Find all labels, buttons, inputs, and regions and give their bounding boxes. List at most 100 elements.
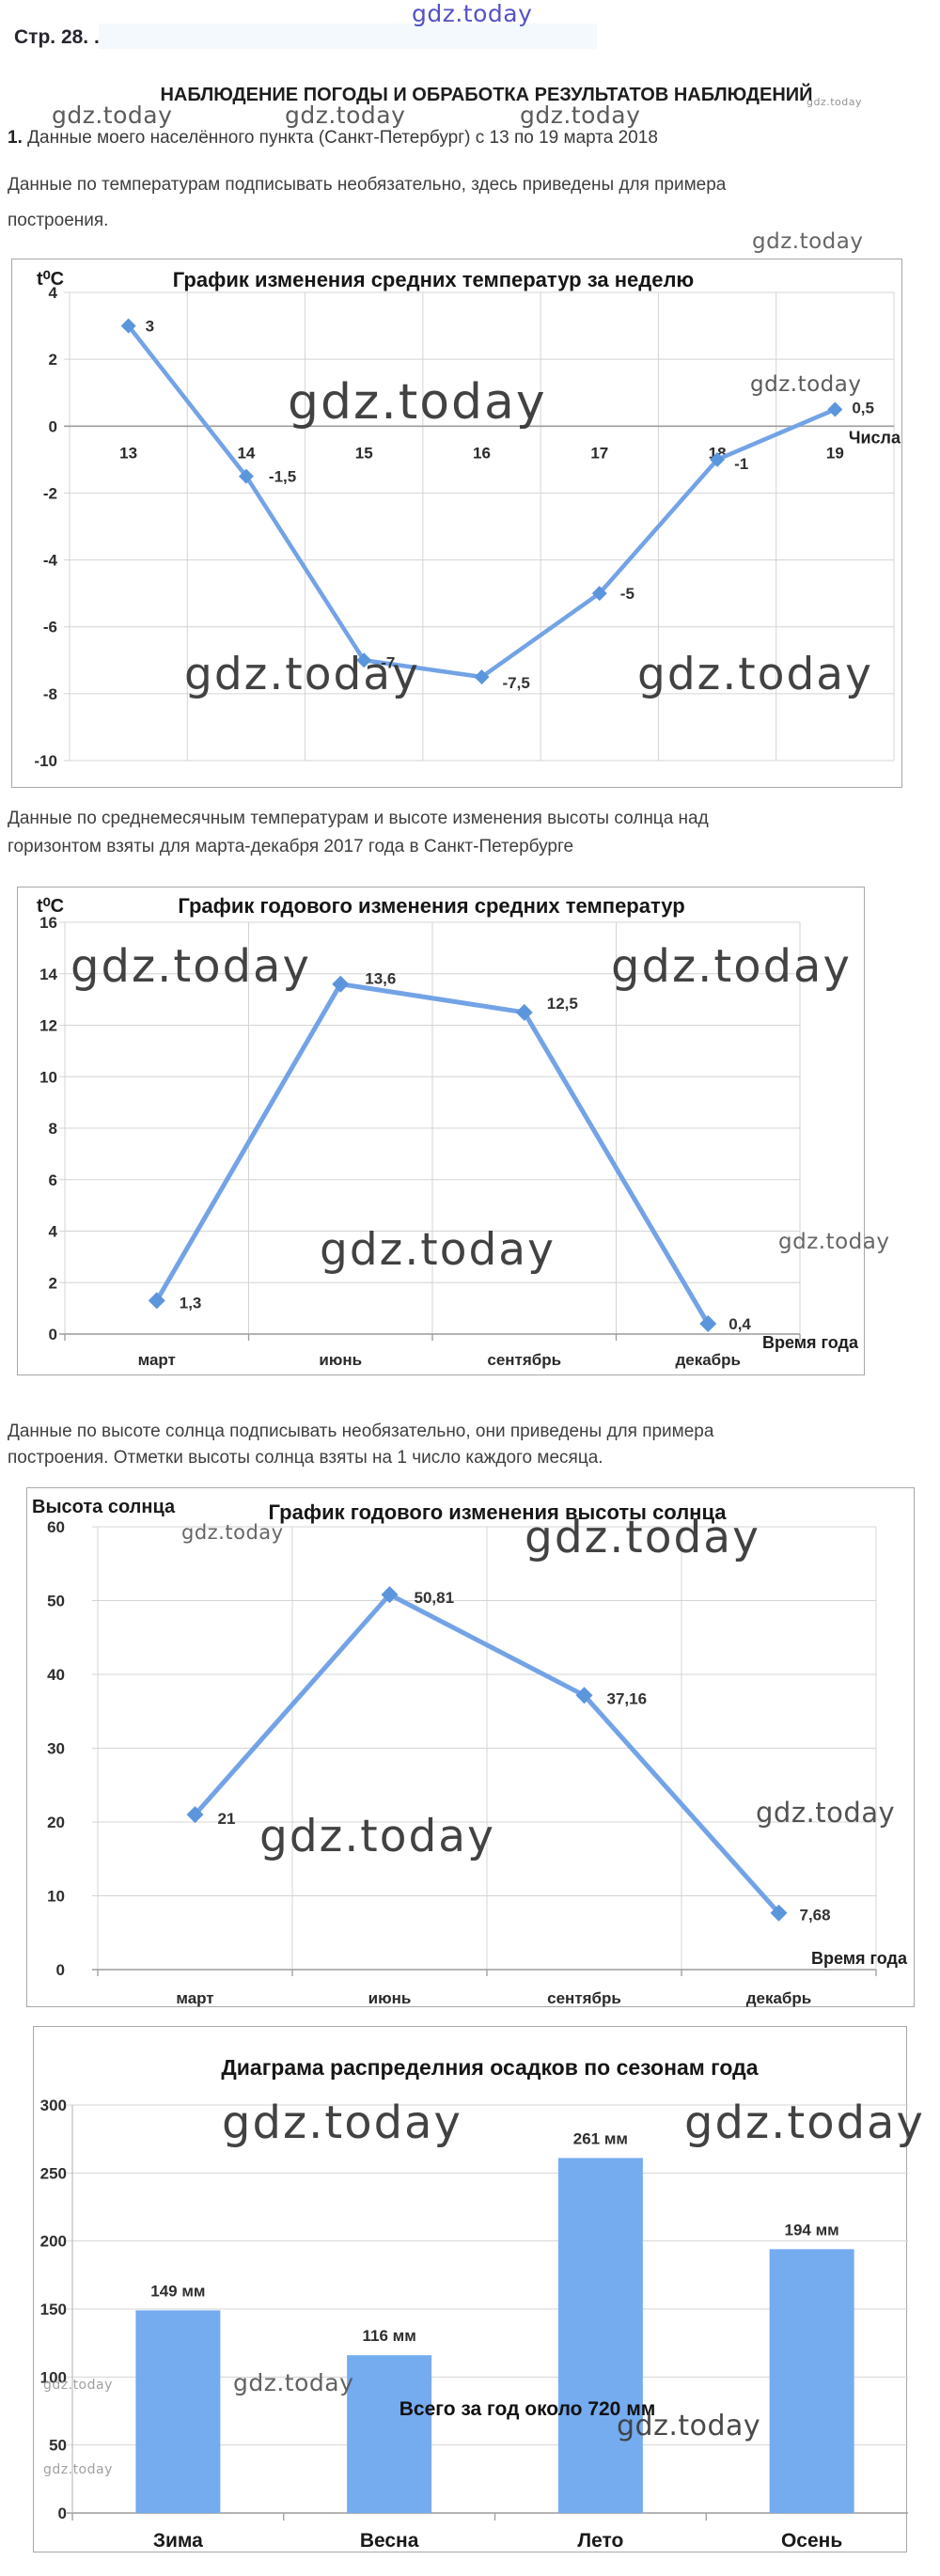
chart1-plot: 16 14 12 10 8 6 4 2 0 март июнь сентябрь декабрь Врем… — [39, 914, 859, 1369]
x-tick-label: сентябрь — [547, 1989, 621, 2007]
x-tick-label: 15 — [355, 444, 373, 462]
bar — [347, 2355, 432, 2513]
data-point-label: 21 — [218, 1810, 236, 1828]
chart-weekly-temps: 420-2-4-6-8-1013141516171819Числа3-1,5-7… — [11, 259, 902, 788]
data-point-label: 50,81 — [415, 1589, 455, 1607]
page-title: НАБЛЮДЕНИЕ ПОГОДЫ И ОБРАБОТКА РЕЗУЛЬТАТО… — [160, 85, 813, 105]
y-tick-label: 50 — [49, 2437, 67, 2455]
y-tick-label: 12 — [39, 1017, 57, 1035]
chart-sun-height-yaxis-label: Высота солнца — [32, 1497, 176, 1517]
y-tick-label: 250 — [40, 2164, 67, 2182]
x-tick-label: 14 — [237, 444, 255, 462]
chart2-plot: 60 50 40 30 20 10 0 март июнь сентябрь декабрь Врем… — [47, 1518, 908, 2007]
x-tick-label: 16 — [473, 444, 491, 462]
data-point-label: 12,5 — [547, 995, 578, 1013]
data-point-label: -7,5 — [503, 674, 530, 692]
y-tick-label: 0 — [58, 2505, 67, 2522]
highlight-band — [99, 24, 597, 49]
y-tick-label: 100 — [40, 2368, 67, 2386]
chart-precipitation-title: Диаграма распределния осадков по сезонам… — [221, 2055, 759, 2080]
y-tick-label: 50 — [47, 1593, 65, 1610]
watermark: gdz.today — [750, 372, 862, 397]
watermark: gdz.today — [684, 2097, 925, 2149]
data-point-label: 7,68 — [800, 1907, 831, 1924]
chart-precipitation: 300 250 200 150 100 50 0 149 мм Зима 116 мм Весна 2… — [33, 2026, 908, 2552]
data-point-marker — [699, 1315, 717, 1333]
data-point-marker — [381, 1586, 399, 1604]
y-tick-label: 0 — [56, 1961, 65, 1979]
y-tick-label: 0 — [49, 1326, 57, 1343]
watermark: gdz.today — [43, 2378, 113, 2393]
x-tick-label: Лето — [577, 2530, 623, 2552]
data-point-marker — [120, 318, 136, 334]
x-tick-label: 19 — [826, 444, 844, 462]
data-point-label: -1,5 — [269, 468, 296, 486]
chart-sun-height: 60 50 40 30 20 10 0 март июнь сентябрь декабрь Врем… — [26, 1487, 915, 2007]
data-point-label: -5 — [620, 585, 634, 603]
y-tick-label: 60 — [47, 1518, 65, 1536]
data-line — [154, 982, 711, 1327]
y-tick-label: 150 — [40, 2301, 67, 2318]
x-tick-label: 17 — [590, 444, 608, 462]
data-point-marker — [515, 1003, 533, 1021]
x-tick-label: декабрь — [746, 1989, 812, 2007]
watermark: gdz.today — [233, 2369, 354, 2396]
watermark: gdz.today — [412, 0, 533, 27]
y-tick-label: 2 — [49, 351, 57, 369]
paragraph-3-line-1: Данные по высоте солнца подписывать необ… — [8, 1422, 714, 1441]
y-tick-label: 200 — [40, 2233, 67, 2251]
y-tick-label: 8 — [49, 1120, 57, 1138]
data-point-label: 1,3 — [180, 1294, 202, 1312]
y-tick-label: -6 — [43, 619, 57, 636]
item-1-line: 1. Данные моего населённого пункта (Санк… — [8, 128, 658, 149]
watermark: gdz.today — [70, 940, 311, 993]
y-tick-label: 10 — [47, 1888, 65, 1906]
bar-value-label: 149 мм — [150, 2282, 205, 2300]
item-1-number: 1. — [8, 128, 23, 148]
data-point-marker — [770, 1904, 788, 1922]
bar — [557, 2158, 643, 2513]
bar — [135, 2310, 221, 2513]
x-axis-name: Время года — [811, 1949, 908, 1968]
watermark: gdz.today — [617, 2410, 761, 2442]
chart-annual-temps-yaxis-label: t⁰C — [37, 896, 65, 917]
watermark: gdz.today — [222, 2097, 462, 2149]
data-point-label: -7 — [381, 653, 395, 671]
x-tick-label: Осень — [781, 2530, 842, 2552]
y-tick-label: 10 — [39, 1068, 57, 1086]
total-annotation: Всего за год около 720 мм — [400, 2398, 656, 2420]
chart3-plot: 300 250 200 150 100 50 0 149 мм Зима 116 мм Весна 2… — [40, 2097, 908, 2552]
x-tick-label: декабрь — [675, 1351, 741, 1369]
x-tick-label: Зима — [153, 2530, 203, 2552]
y-tick-label: -10 — [34, 752, 57, 770]
x-axis-name: Числа — [849, 428, 901, 447]
watermark: gdz.today — [181, 1521, 284, 1544]
y-tick-label: 300 — [40, 2097, 67, 2114]
x-tick-label: июнь — [319, 1351, 362, 1369]
data-point-label: 0,5 — [852, 400, 874, 417]
paragraph-1-line-2: построения. — [8, 211, 109, 230]
chart-weekly-temps-title: График изменения средних температур за н… — [172, 268, 695, 291]
bar-value-label: 194 мм — [785, 2221, 839, 2238]
watermark: gdz.today — [611, 940, 852, 993]
y-tick-label: 40 — [47, 1666, 65, 1684]
chart-annual-temps-title: График годового изменения средних темпер… — [178, 894, 685, 918]
paragraph-2-line-1: Данные по среднемесячным температурам и … — [8, 809, 709, 828]
y-tick-label: 30 — [47, 1740, 65, 1758]
y-tick-label: 14 — [39, 966, 57, 983]
chart0-plot: 420-2-4-6-8-1013141516171819Числа3-1,5-7… — [34, 284, 901, 770]
chart-annual-temps: 16 14 12 10 8 6 4 2 0 март июнь сентябрь декабрь Врем… — [17, 887, 865, 1375]
x-tick-label: март — [138, 1351, 176, 1369]
data-point-label: 37,16 — [607, 1689, 648, 1707]
data-point-marker — [186, 1806, 204, 1824]
y-tick-label: -4 — [43, 552, 58, 570]
y-tick-label: 2 — [49, 1274, 57, 1292]
watermark: gdz.today — [285, 102, 406, 129]
watermark: gdz.today — [320, 1224, 556, 1276]
x-tick-label: сентябрь — [487, 1351, 561, 1369]
data-point-label: 0,4 — [728, 1315, 751, 1333]
item-1-text: Данные моего населённого пункта (Санкт-П… — [27, 128, 658, 148]
watermark: gdz.today — [778, 1230, 890, 1254]
y-tick-label: -8 — [43, 685, 57, 703]
